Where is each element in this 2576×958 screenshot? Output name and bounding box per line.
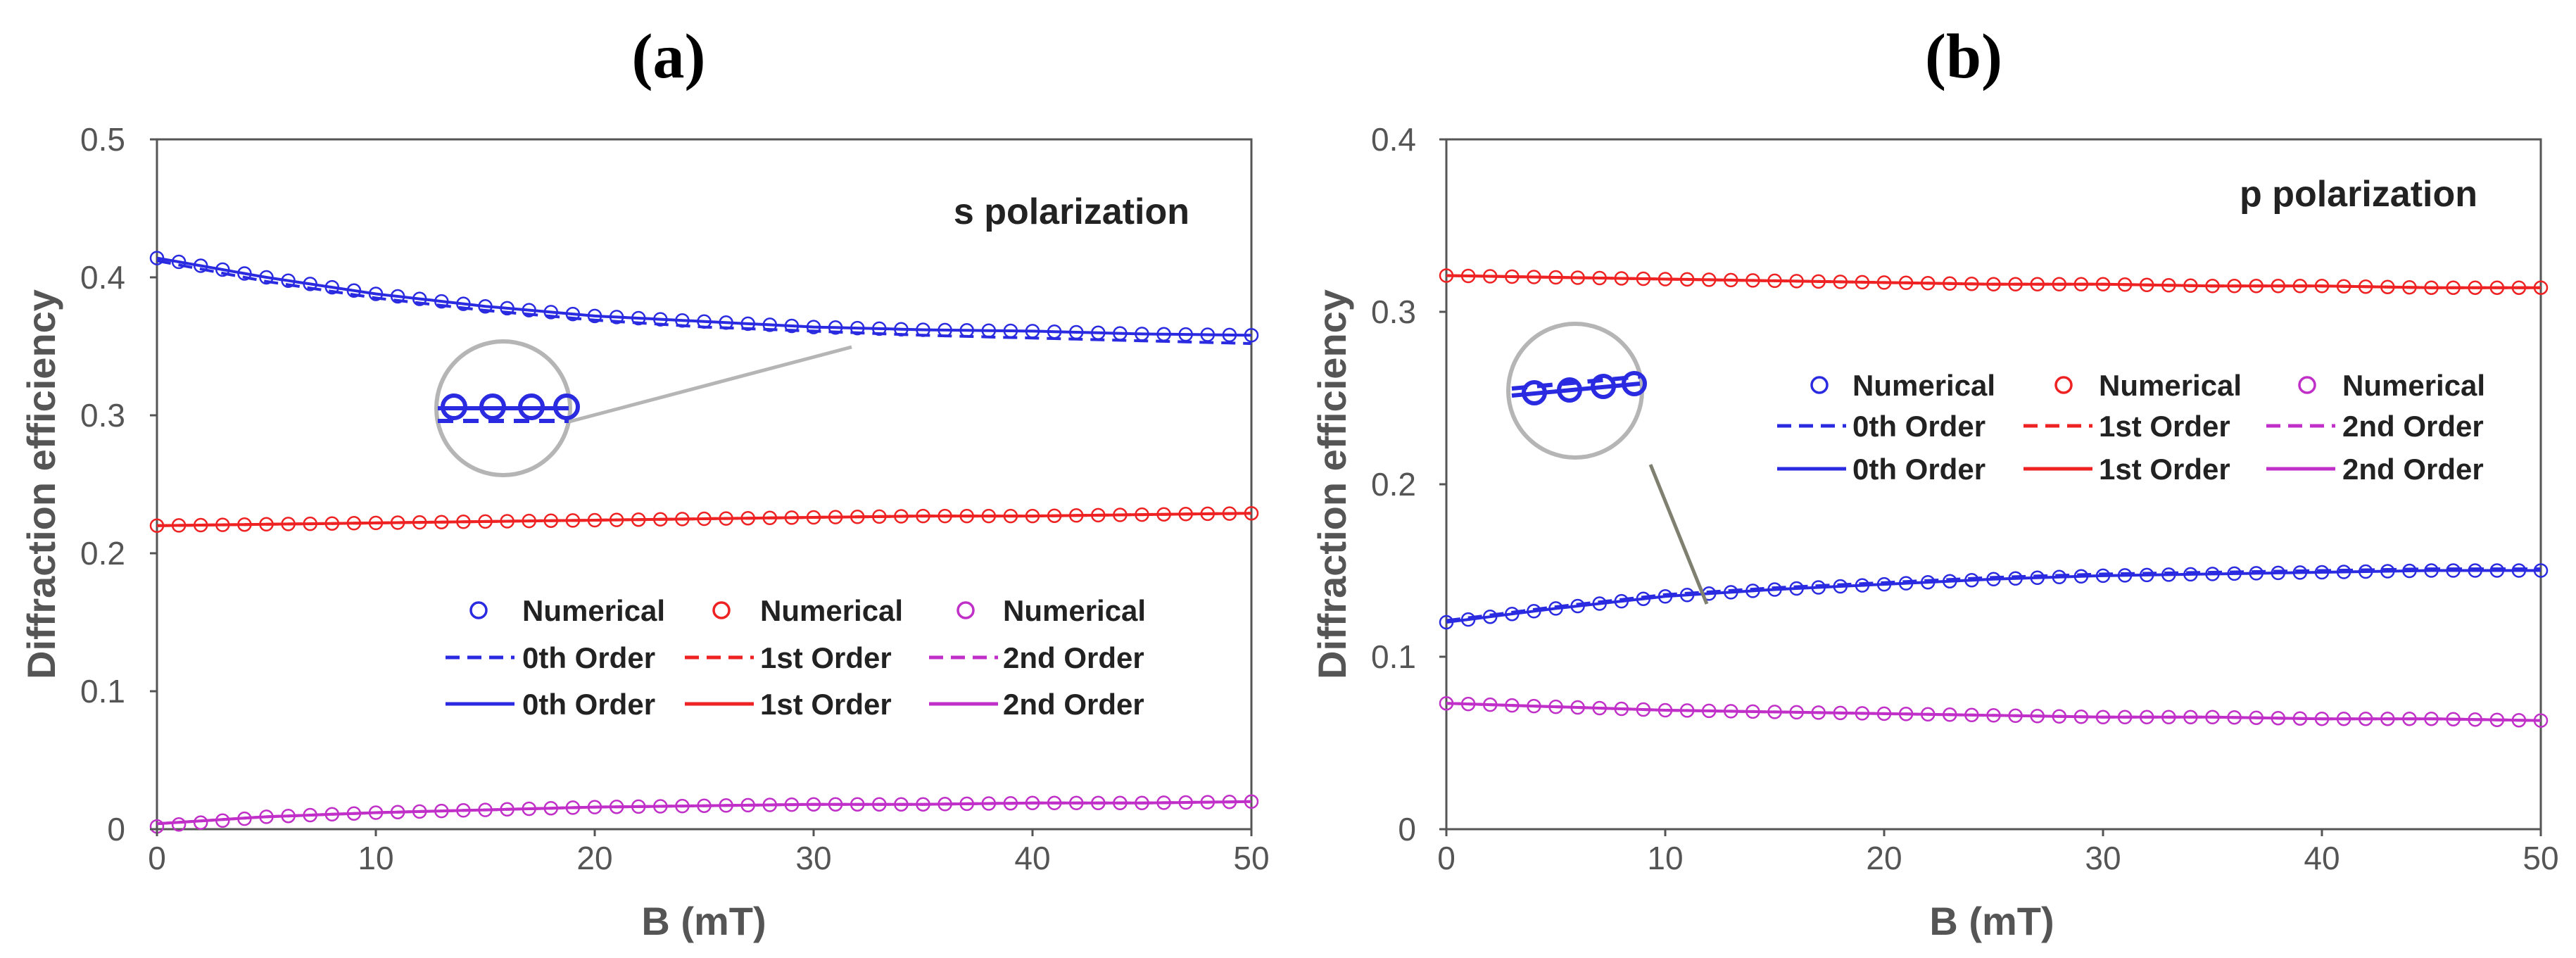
legend-marker-order0 xyxy=(469,601,488,619)
y-tick-label: 0 xyxy=(107,811,125,847)
legend-label: 0th Order xyxy=(1852,453,1985,486)
series-line-dashed xyxy=(1446,567,2541,622)
legend-label: 0th Order xyxy=(522,688,655,721)
inset-marker-b xyxy=(1557,377,1582,403)
legend-label: Numerical xyxy=(522,594,665,627)
x-tick-label: 30 xyxy=(2085,840,2121,876)
x-tick-label: 10 xyxy=(1647,840,1683,876)
data-point-marker xyxy=(171,817,187,832)
legend-marker-order1 xyxy=(2054,376,2073,394)
series-line-solid xyxy=(156,800,1252,826)
y-axis-ticks-b: 0 0.1 0.2 0.3 0.4 xyxy=(1371,121,1416,847)
x-tick-label: 40 xyxy=(1014,840,1050,876)
inset-pointer-line-a xyxy=(566,345,852,424)
inset-marker-a xyxy=(518,393,545,420)
inset-marker-b xyxy=(1591,374,1616,399)
y-tick-label: 0.2 xyxy=(80,535,125,572)
polarization-label-b: p polarization xyxy=(2240,174,2477,215)
y-tick-label: 0.2 xyxy=(1371,466,1416,503)
panel-b-label: (b) xyxy=(1925,22,2002,92)
legend-label: Numerical xyxy=(2342,369,2485,402)
inset-pointer-line-b xyxy=(1648,464,1709,605)
polarization-label-a: s polarization xyxy=(954,191,1189,232)
y-axis-title-b: Diffraction efficiency xyxy=(1310,289,1354,679)
x-axis-ticks-b: 0 10 20 30 40 50 xyxy=(1437,840,2558,876)
series-group-a xyxy=(149,138,1259,836)
x-tick-label: 0 xyxy=(148,840,166,876)
legend-label: 2nd Order xyxy=(2342,453,2484,486)
plot-frame-a xyxy=(156,138,1253,831)
series-line-solid xyxy=(1446,702,2542,722)
x-tick-label: 10 xyxy=(358,840,393,876)
legend-label: Numerical xyxy=(2099,369,2242,402)
series-line-solid xyxy=(1446,569,2541,624)
series-line-solid xyxy=(1446,274,2541,289)
y-tick-label: 0.3 xyxy=(80,397,125,434)
y-tick-label: 0.1 xyxy=(1371,638,1416,675)
series-line-dashed xyxy=(156,259,1252,346)
legend-label: 0th Order xyxy=(522,641,655,674)
x-tick-label: 20 xyxy=(576,840,612,876)
x-tick-label: 30 xyxy=(795,840,831,876)
x-tick-label: 0 xyxy=(1437,840,1456,876)
inset-marker-a xyxy=(553,393,580,420)
legend-label: 1st Order xyxy=(2099,410,2230,443)
legend-label: 2nd Order xyxy=(1003,641,1144,674)
y-tick-label: 0.4 xyxy=(1371,121,1416,158)
series-group-b xyxy=(1439,138,2549,836)
series-line-solid xyxy=(156,256,1252,337)
y-tick-label: 0.5 xyxy=(80,121,125,158)
x-tick-label: 50 xyxy=(1233,840,1269,876)
x-tick-label: 50 xyxy=(2523,840,2558,876)
legend-label: 2nd Order xyxy=(2342,410,2484,443)
y-axis-ticks-a: 0 0.1 0.2 0.3 0.4 0.5 xyxy=(80,121,125,847)
legend-label: 0th Order xyxy=(1852,410,1985,443)
y-tick-label: 0 xyxy=(1398,811,1416,847)
legend-label: Numerical xyxy=(1852,369,1995,402)
x-tick-label: 40 xyxy=(2304,840,2340,876)
legend-b: Numerical Numerical Numerical 0th Order … xyxy=(1777,369,2485,486)
series-line-solid xyxy=(156,512,1252,527)
inset-marker-a xyxy=(441,393,467,420)
legend-label: Numerical xyxy=(760,594,903,627)
legend-label: 1st Order xyxy=(760,688,892,721)
legend-marker-order1 xyxy=(712,601,731,619)
panel-b: (b) p polarization 0 10 20 30 40 50 0 0.… xyxy=(1310,22,2559,943)
x-axis-title-a: B (mT) xyxy=(641,899,766,943)
x-tick-label: 20 xyxy=(1866,840,1902,876)
y-axis-title-a: Diffraction efficiency xyxy=(19,289,63,679)
x-axis-ticks-a: 0 10 20 30 40 50 xyxy=(148,840,1269,876)
y-tick-label: 0.4 xyxy=(80,259,125,296)
legend-marker-order0 xyxy=(1810,376,1829,394)
zoom-inset-a xyxy=(434,339,852,477)
x-axis-title-b: B (mT) xyxy=(1929,899,2054,943)
legend-label: 1st Order xyxy=(2099,453,2230,486)
panel-a-label: (a) xyxy=(632,22,706,92)
inset-marker-b xyxy=(1522,380,1547,405)
zoom-inset-b xyxy=(1506,322,1709,605)
legend-label: Numerical xyxy=(1003,594,1146,627)
inset-solid-line-b xyxy=(1511,382,1641,398)
panel-a: (a) s polarization 0 10 20 30 40 50 0 0.… xyxy=(19,22,1270,943)
y-tick-label: 0.1 xyxy=(80,673,125,710)
inset-marker-a xyxy=(479,393,506,420)
legend-marker-order2 xyxy=(956,601,975,619)
legend-label: 1st Order xyxy=(760,641,892,674)
y-tick-label: 0.3 xyxy=(1371,294,1416,330)
legend-marker-order2 xyxy=(2298,376,2316,394)
legend-label: 2nd Order xyxy=(1003,688,1144,721)
inset-marker-b xyxy=(1622,371,1647,396)
legend-a: Numerical Numerical Numerical 0th Order … xyxy=(446,594,1146,721)
